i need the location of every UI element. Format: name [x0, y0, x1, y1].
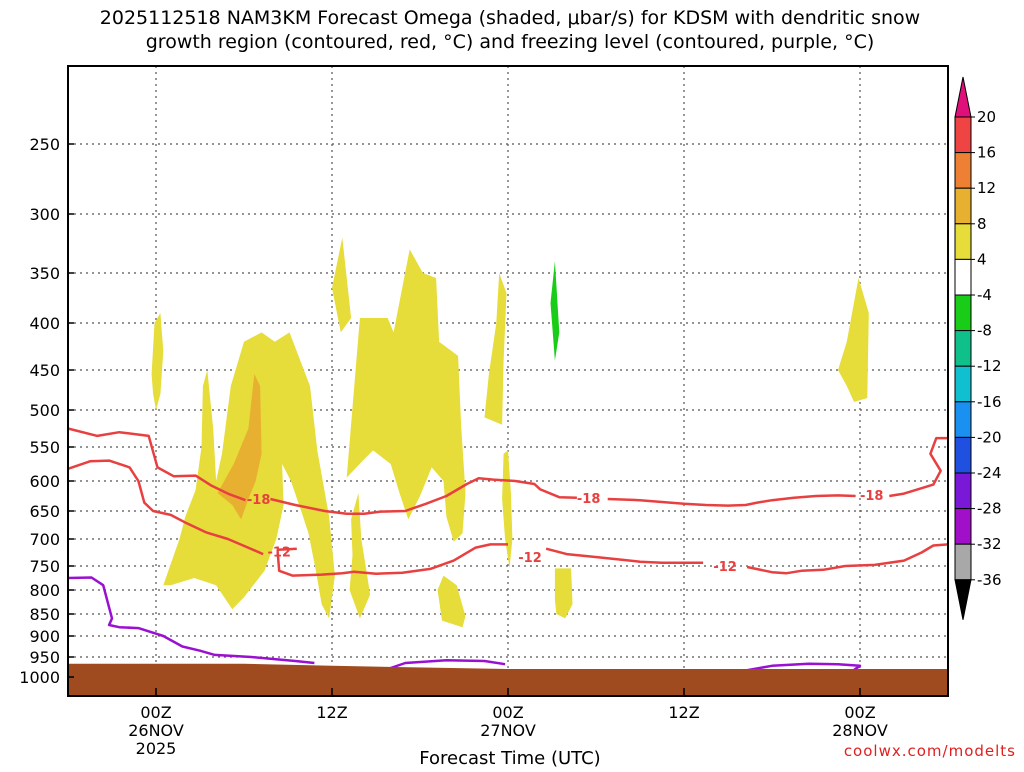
- colorbar-bin-4: [954, 223, 972, 260]
- colorbar-label-10: -24: [977, 464, 1002, 482]
- chart-title-line1: 2025112518 NAM3KM Forecast Omega (shaded…: [100, 7, 920, 29]
- colorbar-label-9: -20: [977, 428, 1002, 446]
- y-tick-label-450: 450: [29, 361, 60, 380]
- x-tick-label-4-0: 00Z: [844, 703, 875, 722]
- isotherm-label-3: -12: [518, 551, 542, 566]
- colorbar-label-1: 16: [977, 144, 996, 162]
- y-tick-label-950: 950: [29, 648, 60, 667]
- omega-region-0: [151, 313, 164, 410]
- omega-region-2: [217, 374, 262, 520]
- isotherm-label-5: -12: [713, 560, 737, 575]
- colorbar-label-13: -36: [977, 571, 1002, 589]
- colorbar-label-8: -16: [977, 393, 1002, 411]
- colorbar-label-2: 12: [977, 179, 996, 197]
- y-tick-label-850: 850: [29, 605, 60, 624]
- omega-region-10: [554, 568, 573, 619]
- freezing-level-west: [67, 576, 315, 665]
- x-tick-label-4-1: 28NOV: [832, 721, 888, 740]
- y-tick-label-300: 300: [29, 205, 60, 224]
- x-tick-label-0-1: 26NOV: [128, 721, 184, 740]
- isotherm-label-1: -12: [267, 546, 291, 561]
- y-tick-label-400: 400: [29, 314, 60, 333]
- omega-region-5: [346, 249, 466, 542]
- colorbar-bin-13: [954, 543, 972, 581]
- x-axis-label: Forecast Time (UTC): [419, 748, 600, 768]
- isotherm-minus12-main: [276, 543, 508, 577]
- colorbar-bin-2: [954, 152, 972, 189]
- colorbar-bin-1: [954, 116, 972, 154]
- colorbar-label-0: 20: [977, 108, 996, 126]
- isotherms: -18 -12 -18 -12 -18 -12: [67, 427, 949, 673]
- colorbar-label-11: -28: [977, 500, 1002, 518]
- isotherm-minus18-edge: [889, 436, 948, 498]
- isotherm-label-4: -18: [860, 489, 884, 504]
- isotherm-minus18-east: [607, 494, 856, 507]
- isotherm-label-0: -18: [247, 493, 271, 508]
- plot-area: [68, 66, 948, 696]
- isotherm-minus18-west: [67, 427, 246, 502]
- y-tick-label-800: 800: [29, 581, 60, 600]
- chart-title-line2: growth region (contoured, red, °C) and f…: [146, 31, 875, 53]
- y-tick-label-750: 750: [29, 557, 60, 576]
- colorbar: 20 16 12 8 4 -4 -8 -12 -16 -20 -24 -28 -32 -36: [954, 76, 1002, 620]
- y-tick-label-350: 350: [29, 264, 60, 283]
- y-axis: 250 300 350 400 450 500 550 600 650 700 750 800 850 9…: [19, 135, 74, 687]
- colorbar-label-7: -12: [977, 357, 1002, 375]
- omega-region-11: [838, 278, 869, 402]
- freezing-level-east: [742, 662, 862, 673]
- x-tick-label-0-0: 00Z: [140, 703, 171, 722]
- y-tick-label-600: 600: [29, 472, 60, 491]
- isotherm-minus12-east: [545, 547, 704, 565]
- omega-region-3: [332, 237, 352, 333]
- x-tick-label-1-0: 12Z: [316, 703, 347, 722]
- colorbar-label-3: 8: [977, 215, 987, 233]
- x-tick-label-2-1: 27NOV: [480, 721, 536, 740]
- credit-text: coolwx.com/modelts: [844, 742, 1016, 760]
- isotherm-minus18-main: [270, 477, 577, 516]
- colorbar-bin-11: [954, 472, 972, 510]
- ground-layer: [68, 663, 948, 696]
- y-tick-label-250: 250: [29, 135, 60, 154]
- omega-region-7: [484, 273, 507, 425]
- omega-region-4: [349, 493, 371, 619]
- colorbar-label-5: -4: [977, 286, 992, 304]
- omega-region-9: [550, 261, 560, 361]
- x-tick-label-3-0: 12Z: [668, 703, 699, 722]
- colorbar-bin-bottom: [954, 579, 972, 620]
- y-tick-label-900: 900: [29, 627, 60, 646]
- colorbar-bin-top: [954, 76, 972, 118]
- isotherm-minus12-west: [67, 459, 264, 556]
- colorbar-bin-7: [954, 330, 972, 367]
- y-tick-label-650: 650: [29, 502, 60, 521]
- y-tick-label-500: 500: [29, 401, 60, 420]
- freezing-level-mid: [387, 658, 506, 671]
- x-tick-label-2-0: 00Z: [492, 703, 523, 722]
- colorbar-bin-12: [954, 508, 972, 545]
- y-tick-label-1000: 1000: [19, 668, 60, 687]
- y-tick-label-700: 700: [29, 530, 60, 549]
- omega-region-6: [437, 575, 466, 628]
- colorbar-label-12: -32: [977, 535, 1002, 553]
- ground-fill: [68, 663, 948, 696]
- x-tick-label-0-2: 2025: [136, 739, 177, 758]
- isotherm-label-2: -18: [577, 492, 601, 507]
- gridlines: [68, 66, 948, 696]
- isotherm-minus12-mid: [277, 547, 297, 552]
- colorbar-bin-9: [954, 401, 972, 438]
- colorbar-label-6: -8: [977, 322, 992, 340]
- colorbar-bin-5: [954, 258, 972, 296]
- colorbar-bin-8: [954, 365, 972, 403]
- omega-shading: [151, 237, 869, 628]
- colorbar-bin-6: [954, 294, 972, 332]
- colorbar-bin-10: [954, 436, 972, 474]
- y-tick-label-550: 550: [29, 438, 60, 457]
- colorbar-label-4: 4: [977, 250, 987, 268]
- isotherm-minus12-far: [746, 543, 949, 575]
- colorbar-bin-3: [954, 187, 972, 225]
